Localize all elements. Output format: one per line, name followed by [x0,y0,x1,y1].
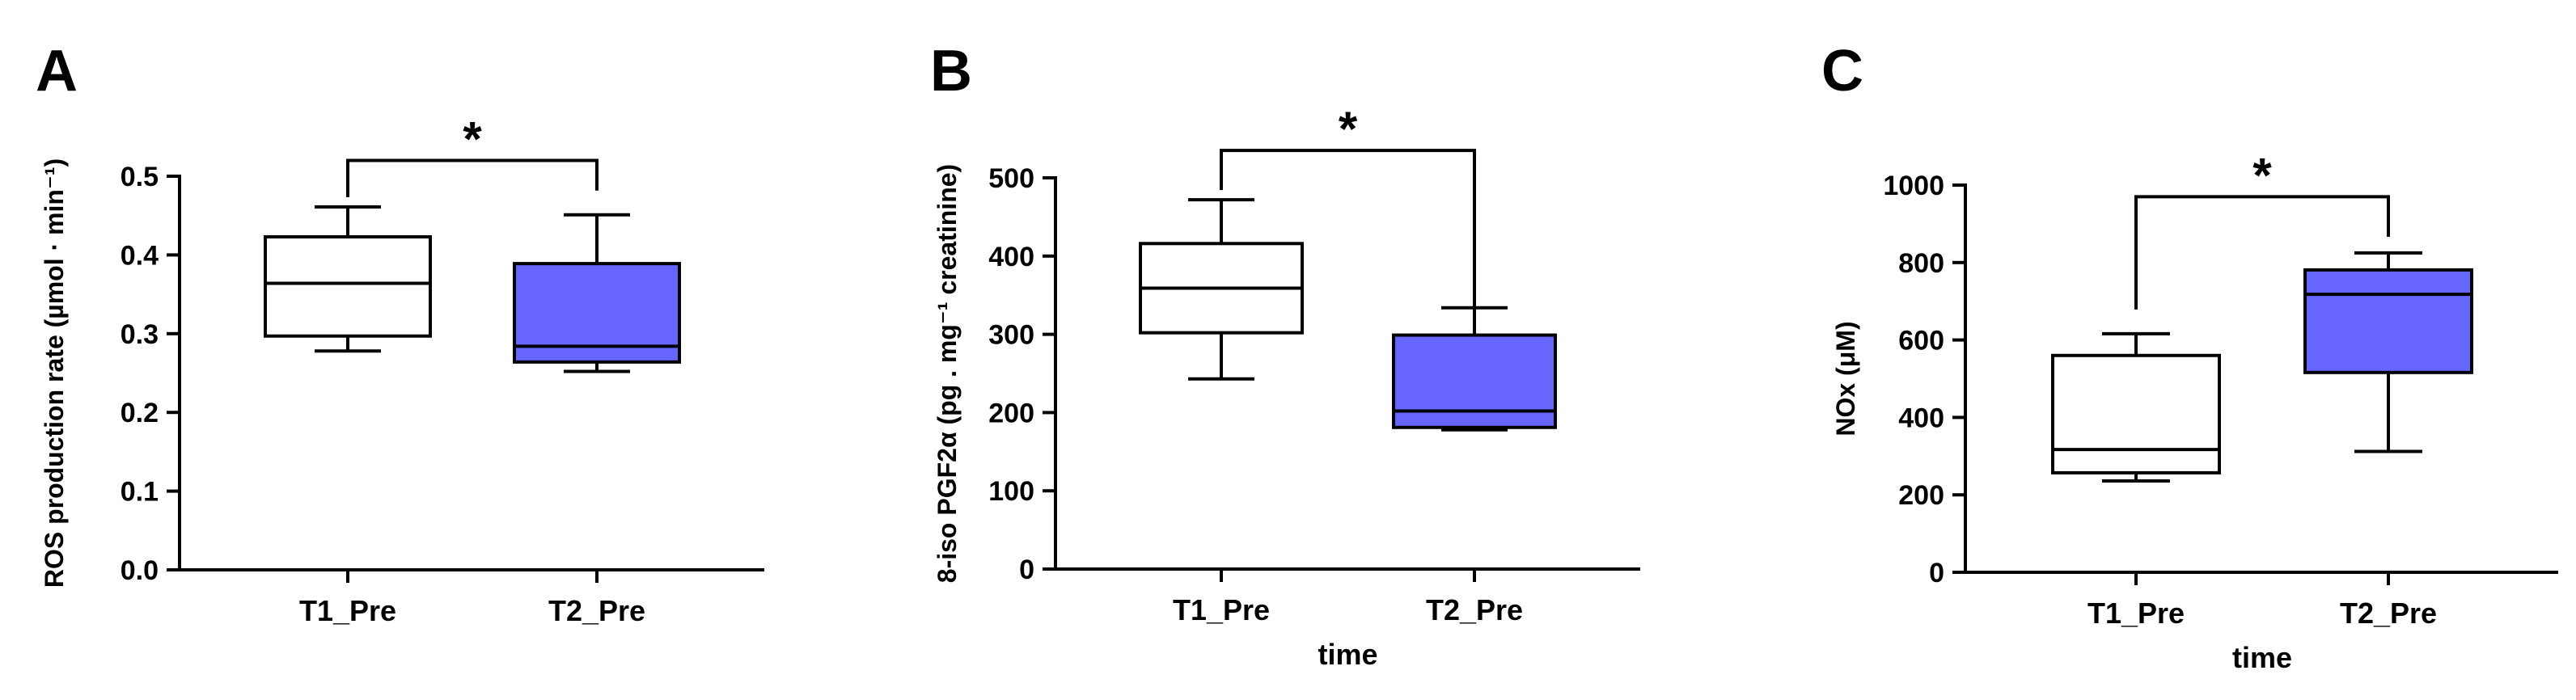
x-category-label: T1_Pre [2087,597,2185,630]
y-tick-label: 200 [1898,480,1944,511]
significance-star: * [2252,148,2272,202]
x-axis-label: time [1318,638,1377,671]
y-tick-label: 0 [1929,558,1944,588]
y-tick-label: 0.2 [121,398,159,428]
panel-c: C 0 200 400 600 800 1000 T1_Pre T2_Pre * NOx (μM) t… [1821,39,2558,674]
y-axis-label: 8-iso PGF2α (pg . mg⁻¹ creatinine) [933,164,962,583]
box-t2-pre [513,213,681,373]
iqr-box [1392,333,1557,429]
significance-bracket [346,158,599,197]
significance-star: * [463,112,482,167]
y-tick-label: 0.3 [121,319,159,350]
box-t1-pre [1139,198,1304,381]
y-tick-label: 0.0 [121,555,159,586]
x-category-label: T1_Pre [1173,593,1270,626]
box-t1-pre [2051,331,2221,483]
y-axis-label: ROS production rate (µmol · min⁻¹) [40,158,69,588]
y-tick-label: 0.4 [121,240,159,271]
x-category-label: T1_Pre [299,594,396,627]
x-category-label: T2_Pre [2340,597,2437,630]
panel-letter: B [930,39,972,103]
iqr-box [2303,268,2473,374]
y-tick-label: 0.5 [121,162,159,192]
y-tick-label: 400 [988,242,1034,272]
panel-letter: A [36,39,78,103]
panel-b: B 0 100 200 300 400 500 T1_Pre T2_Pre * 8-iso PGF2… [930,39,1640,671]
significance-bracket [1220,149,1476,335]
y-tick-label: 800 [1898,248,1944,279]
x-category-label: T2_Pre [548,594,645,627]
y-tick-label: 300 [988,320,1034,351]
significance-bracket [2134,195,2390,310]
iqr-box [2051,353,2221,474]
y-tick-label: 0 [1019,555,1034,585]
significance-star: * [1339,102,1358,156]
x-category-label: T2_Pre [1426,593,1523,626]
y-tick-label: 200 [988,398,1034,428]
y-axis-label: NOx (μM) [1831,321,1860,436]
y-tick-label: 0.1 [121,477,159,508]
y-tick-label: 1000 [1883,171,1944,201]
y-tick-label: 400 [1898,403,1944,433]
panel-letter: C [1821,39,1863,103]
y-tick-label: 600 [1898,326,1944,356]
box-t2-pre [2303,251,2473,453]
box-t1-pre [264,205,432,353]
y-tick-label: 100 [988,476,1034,507]
y-tick-label: 500 [988,163,1034,194]
panel-a: A 0.0 0.1 0.2 0.3 0.4 0.5 T1_Pre T2_Pre * ROS prod… [36,39,764,627]
iqr-box [264,234,432,338]
x-axis-label: time [2232,641,2292,674]
